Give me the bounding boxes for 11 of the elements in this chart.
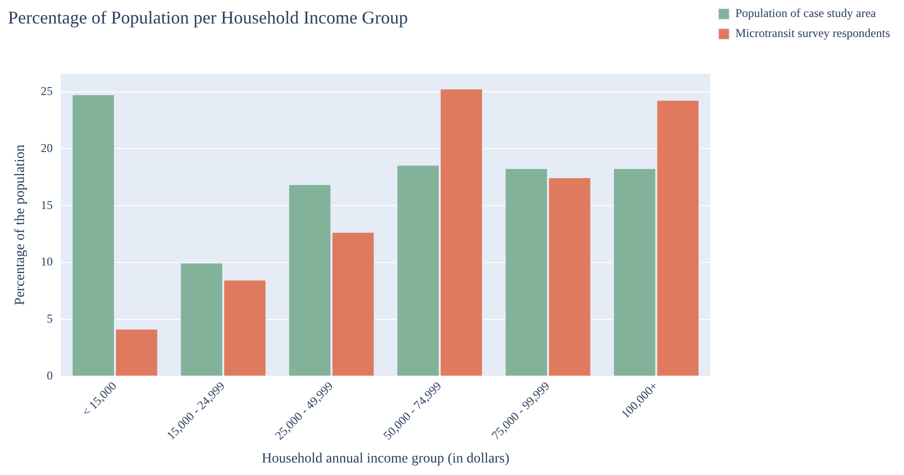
legend-label: Microtransit survey respondents (735, 26, 890, 40)
chart-title: Percentage of Population per Household Income Group (8, 8, 408, 28)
legend-label: Population of case study area (735, 6, 877, 20)
y-tick-label: 10 (40, 254, 53, 269)
y-tick-label: 20 (40, 140, 53, 155)
y-tick-label: 5 (46, 312, 53, 326)
y-axis-title: Percentage of the population (13, 144, 28, 306)
x-axis-title: Household annual income group (in dollars) (262, 451, 510, 466)
y-tick-label: 0 (46, 368, 53, 382)
y-tick-label: 15 (40, 198, 53, 212)
y-tick-label: 25 (40, 84, 53, 98)
